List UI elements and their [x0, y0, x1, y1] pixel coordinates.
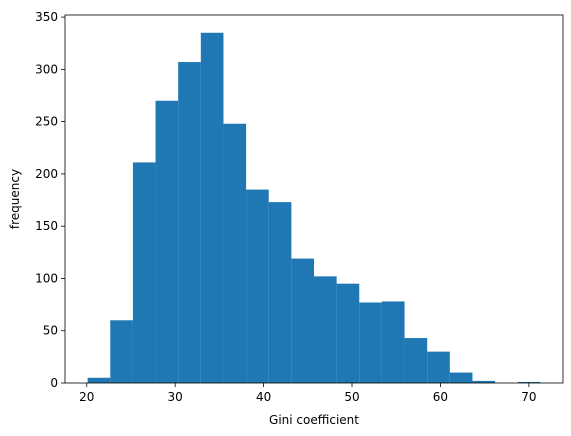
- bar: [223, 123, 247, 384]
- x-tick-label: 60: [433, 390, 448, 404]
- bar: [336, 283, 360, 383]
- y-tick-label: 300: [35, 62, 58, 76]
- bar: [314, 276, 337, 383]
- bar: [200, 32, 224, 383]
- bar: [110, 320, 133, 383]
- bar: [246, 189, 269, 383]
- y-axis-label: frequency: [8, 169, 22, 229]
- bar: [291, 258, 314, 383]
- x-axis-label: Gini coefficient: [269, 413, 359, 427]
- y-tick-label: 350: [35, 10, 58, 24]
- y-tick-label: 50: [43, 324, 58, 338]
- y-tick-label: 250: [35, 115, 58, 129]
- x-tick-label: 20: [79, 390, 94, 404]
- y-tick-label: 150: [35, 219, 58, 233]
- axes-frame: [64, 14, 564, 384]
- y-tick-label: 0: [50, 376, 58, 390]
- bar: [381, 301, 405, 383]
- x-tick-label: 50: [344, 390, 359, 404]
- y-tick-label: 100: [35, 271, 58, 285]
- bar: [178, 62, 201, 383]
- bar: [449, 372, 473, 383]
- bar: [359, 302, 382, 383]
- bar: [155, 100, 179, 384]
- bar: [472, 380, 496, 383]
- x-tick-label: 30: [168, 390, 183, 404]
- bar: [132, 162, 156, 383]
- x-tick-label: 40: [256, 390, 271, 404]
- y-tick-label: 200: [35, 167, 58, 181]
- bar: [404, 338, 428, 383]
- x-tick-label: 70: [521, 390, 536, 404]
- bar: [517, 381, 541, 383]
- bar: [87, 377, 111, 383]
- bar: [268, 202, 292, 383]
- bar: [427, 351, 450, 383]
